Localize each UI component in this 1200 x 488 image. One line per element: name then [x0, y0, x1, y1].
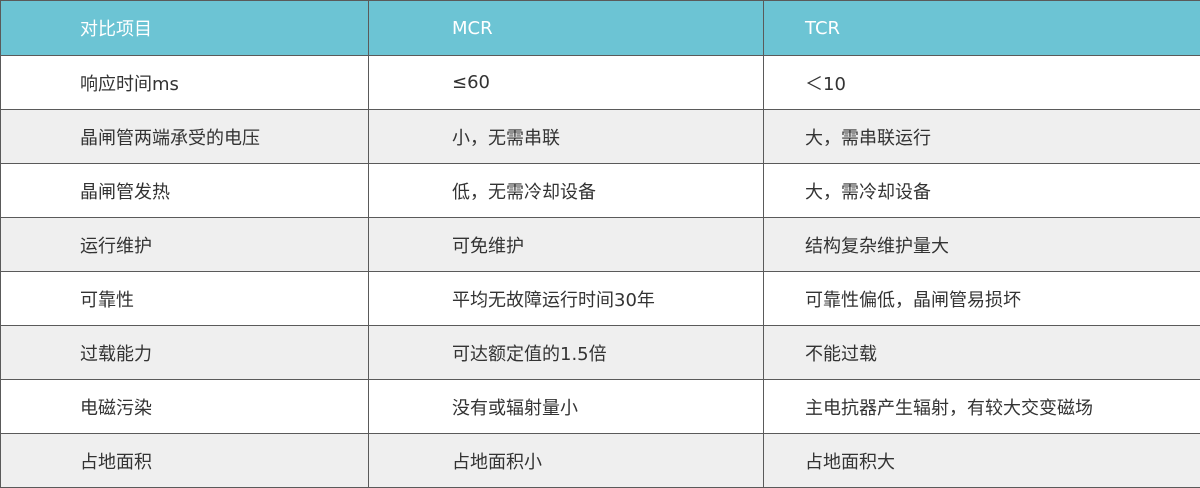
- item-cell: 可靠性: [1, 272, 369, 326]
- tcr-cell: 主电抗器产生辐射，有较大交变磁场: [764, 380, 1200, 434]
- mcr-cell: 平均无故障运行时间30年: [369, 272, 764, 326]
- mcr-cell: 没有或辐射量小: [369, 380, 764, 434]
- table-row: 过载能力可达额定值的1.5倍不能过载: [1, 326, 1200, 380]
- header-tcr: TCR: [764, 1, 1200, 56]
- tcr-cell: 占地面积大: [764, 434, 1200, 488]
- table-row: 电磁污染没有或辐射量小主电抗器产生辐射，有较大交变磁场: [1, 380, 1200, 434]
- item-cell: 晶闸管发热: [1, 164, 369, 218]
- item-cell: 过载能力: [1, 326, 369, 380]
- mcr-cell: 小，无需串联: [369, 110, 764, 164]
- table-row: 运行维护可免维护结构复杂维护量大: [1, 218, 1200, 272]
- item-cell: 电磁污染: [1, 380, 369, 434]
- table-row: 可靠性平均无故障运行时间30年可靠性偏低，晶闸管易损坏: [1, 272, 1200, 326]
- table-row: 占地面积占地面积小占地面积大: [1, 434, 1200, 488]
- tcr-cell: 大，需冷却设备: [764, 164, 1200, 218]
- tcr-cell: 不能过载: [764, 326, 1200, 380]
- tcr-cell: ＜10: [764, 56, 1200, 110]
- header-item: 对比项目: [1, 1, 369, 56]
- table-row: 响应时间ms≤60＜10: [1, 56, 1200, 110]
- tcr-cell: 大，需串联运行: [764, 110, 1200, 164]
- item-cell: 运行维护: [1, 218, 369, 272]
- header-row: 对比项目 MCR TCR: [1, 1, 1200, 56]
- mcr-cell: ≤60: [369, 56, 764, 110]
- tcr-cell: 可靠性偏低，晶闸管易损坏: [764, 272, 1200, 326]
- item-cell: 响应时间ms: [1, 56, 369, 110]
- mcr-cell: 可免维护: [369, 218, 764, 272]
- mcr-cell: 占地面积小: [369, 434, 764, 488]
- header-mcr: MCR: [369, 1, 764, 56]
- mcr-cell: 可达额定值的1.5倍: [369, 326, 764, 380]
- mcr-cell: 低，无需冷却设备: [369, 164, 764, 218]
- table-row: 晶闸管两端承受的电压小，无需串联大，需串联运行: [1, 110, 1200, 164]
- item-cell: 占地面积: [1, 434, 369, 488]
- tcr-cell: 结构复杂维护量大: [764, 218, 1200, 272]
- table-row: 晶闸管发热低，无需冷却设备大，需冷却设备: [1, 164, 1200, 218]
- item-cell: 晶闸管两端承受的电压: [1, 110, 369, 164]
